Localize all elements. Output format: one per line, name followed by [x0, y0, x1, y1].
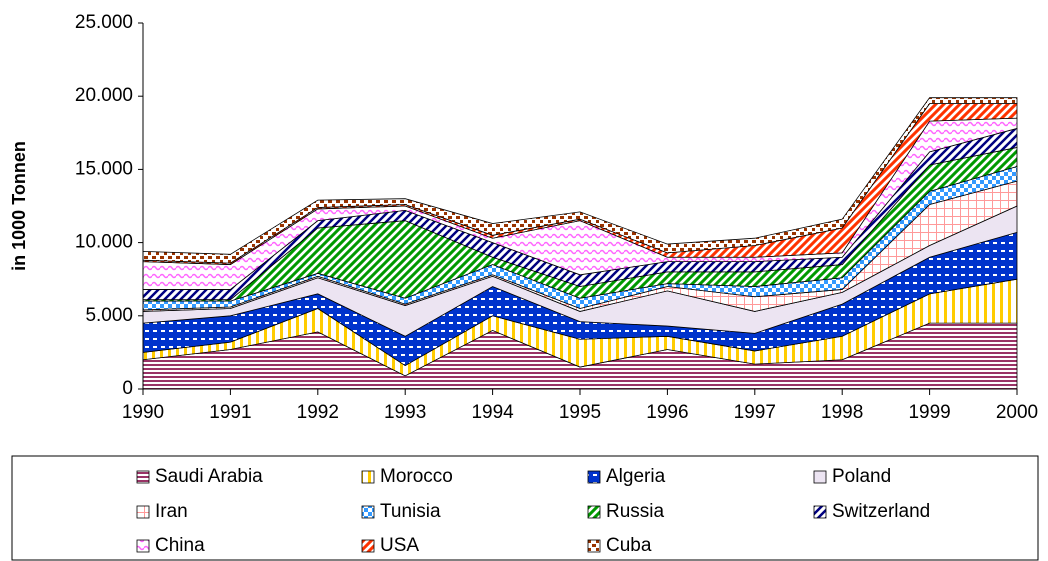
- legend-label: Russia: [606, 501, 665, 522]
- legend-label: Cuba: [606, 535, 652, 556]
- legend-label: Poland: [832, 466, 891, 487]
- legend-swatch: [587, 505, 601, 519]
- legend-label: USA: [380, 535, 419, 556]
- x-tick-label: 1998: [821, 402, 863, 423]
- y-axis-title: in 1000 Tonnen: [9, 141, 29, 271]
- legend-swatch: [813, 505, 827, 519]
- x-tick-label: 1990: [122, 402, 164, 423]
- legend-label: Morocco: [380, 466, 453, 487]
- legend-swatch: [136, 539, 150, 553]
- legend-swatch: [361, 505, 375, 519]
- x-tick-label: 1997: [734, 402, 776, 423]
- x-tick-label: 1996: [646, 402, 688, 423]
- x-tick-label: 1991: [209, 402, 251, 423]
- legend-swatch: [813, 470, 827, 484]
- x-tick-label: 1995: [559, 402, 601, 423]
- legend-swatch: [361, 539, 375, 553]
- legend-swatch: [587, 470, 601, 484]
- legend-label: Saudi Arabia: [155, 466, 263, 487]
- legend-label: Algeria: [606, 466, 666, 487]
- x-tick-label: 1993: [384, 402, 426, 423]
- x-tick-label: 1994: [471, 402, 514, 423]
- area: [142, 97, 1018, 264]
- legend-box: [11, 455, 1039, 561]
- legend-label: Switzerland: [832, 501, 930, 522]
- x-tick-label: 1999: [908, 402, 950, 423]
- y-tick-label: 0: [122, 378, 133, 399]
- legend-swatch: [361, 470, 375, 484]
- y-tick-label: 20.000: [75, 85, 133, 106]
- legend-label: Iran: [155, 501, 188, 522]
- legend-swatch: [136, 505, 150, 519]
- legend-label: Tunisia: [380, 501, 441, 522]
- y-tick-label: 15.000: [75, 158, 133, 179]
- legend-label: China: [155, 535, 205, 556]
- y-tick-label: 25.000: [75, 12, 133, 33]
- legend-swatch: [587, 539, 601, 553]
- y-tick-label: 5.000: [85, 305, 133, 326]
- x-tick-label: 2000: [996, 402, 1038, 423]
- legend-swatch: [136, 470, 150, 484]
- y-tick-label: 10.000: [75, 232, 133, 253]
- x-tick-label: 1992: [297, 402, 339, 423]
